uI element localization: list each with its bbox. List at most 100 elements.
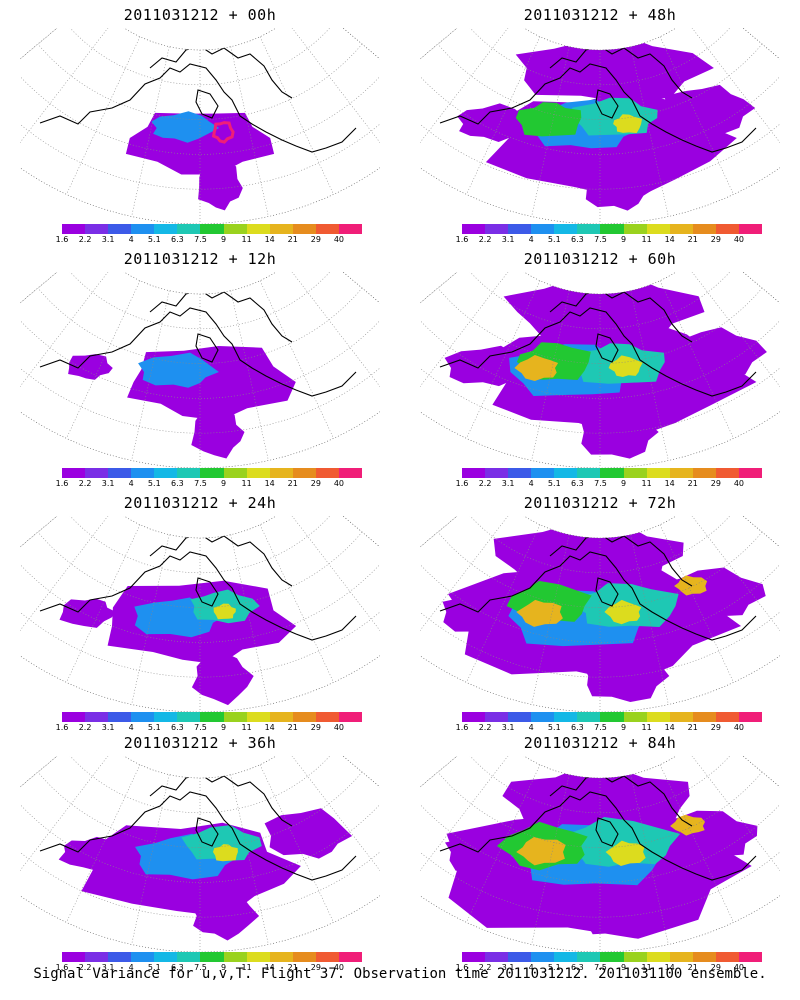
colorbar-segment: [485, 224, 509, 234]
colorbar-tick-label: 9: [220, 235, 227, 244]
meridian-line: [259, 524, 334, 683]
colorbar-segment: [62, 224, 86, 234]
colorbar: [62, 224, 363, 234]
parallel-line: [437, 287, 763, 364]
panel-title: 2011031212 + 36h: [123, 734, 277, 752]
colorbar-tick-label: 3.1: [501, 235, 515, 244]
colorbar-segment: [738, 952, 763, 962]
parallel-line: [464, 516, 736, 574]
meridian-line: [286, 28, 380, 159]
colorbar-tick-label: 3.1: [501, 723, 515, 732]
colorbar-segment: [646, 468, 670, 478]
colorbar-segment: [577, 224, 601, 234]
variance-region-low: [503, 274, 705, 339]
colorbar-segment: [462, 952, 486, 962]
meridian-line: [259, 280, 334, 439]
variance-map: [420, 516, 780, 712]
colorbar-tick-label: 5.1: [547, 235, 561, 244]
colorbar-segment: [692, 712, 716, 722]
colorbar-tick-label: 29: [310, 479, 321, 488]
colorbar-segment: [292, 712, 316, 722]
panel-title: 2011031212 + 12h: [123, 250, 277, 268]
meridian-line: [20, 272, 114, 403]
variance-map: [420, 272, 780, 468]
colorbar-tick-label: 3.1: [101, 723, 115, 732]
parallel-line: [420, 88, 780, 190]
colorbar-tick-label: 9: [220, 723, 227, 732]
variance-region-mid: [151, 111, 220, 143]
variance-map: [20, 272, 380, 468]
colorbar-tick-label: 1.6: [455, 479, 469, 488]
meridian-line: [659, 764, 734, 923]
variance-region-low: [580, 408, 659, 459]
colorbar-segment: [315, 468, 339, 478]
colorbar-segment: [131, 224, 155, 234]
figure-caption: Signal Variance for u,v,T. Flight 37. Ob…: [33, 966, 767, 982]
colorbar-tick-label: 14: [664, 479, 675, 488]
parallel-line: [464, 756, 736, 814]
coastline: [595, 577, 619, 607]
colorbar-segment: [246, 712, 270, 722]
colorbar-segment: [623, 224, 647, 234]
variance-region-low: [581, 160, 656, 211]
panel-title: 2011031212 + 60h: [523, 250, 677, 268]
parallel-line: [37, 43, 363, 120]
colorbar-segment: [131, 712, 155, 722]
parallel-line: [20, 816, 380, 918]
meridian-line: [466, 524, 541, 683]
colorbar-labels: 1.6 2.2 3.1 4 5.1 6.3 7.5 9 11 14 21 29 40: [56, 479, 362, 491]
colorbar: [62, 468, 363, 478]
map-panel-60h: 2011031212 + 60h 1.6 2.2 3.1 4 5.1 6.3 7.5 9 11 1…: [410, 246, 790, 488]
panel-title: 2011031212 + 48h: [523, 6, 677, 24]
variance-region-low: [575, 887, 669, 937]
coastline: [39, 307, 357, 397]
colorbar-tick-label: 2.2: [78, 479, 92, 488]
colorbar-segment: [692, 224, 716, 234]
meridian-line: [20, 272, 92, 356]
meridian-line: [66, 524, 141, 683]
colorbar-segment: [531, 224, 555, 234]
colorbar-tick-label: 4: [128, 479, 134, 488]
parallel-line: [420, 332, 780, 434]
parallel-line: [64, 756, 336, 814]
meridian-line: [20, 516, 92, 600]
map-field: [20, 516, 380, 712]
colorbar-tick-label: 40: [733, 963, 745, 972]
colorbar-segment: [269, 468, 293, 478]
colorbar-tick-label: 29: [710, 963, 721, 972]
colorbar-segment: [338, 468, 363, 478]
colorbar-segment: [646, 952, 670, 962]
colorbar-tick-label: 5.1: [147, 235, 161, 244]
colorbar-segment: [669, 468, 693, 478]
colorbar-tick-label: 9: [620, 235, 627, 244]
colorbar-tick-label: 7.5: [594, 479, 607, 488]
colorbar-segment: [508, 468, 532, 478]
parallel-line: [420, 576, 780, 678]
colorbar-segment: [315, 712, 339, 722]
coastline: [195, 577, 219, 607]
colorbar-segment: [738, 468, 763, 478]
variance-map: [20, 28, 380, 224]
colorbar-tick-label: 1.6: [55, 235, 69, 244]
colorbar-segment: [669, 224, 693, 234]
colorbar-tick-label: 21: [287, 235, 298, 244]
map-field: [420, 272, 780, 468]
colorbar-segment: [338, 712, 363, 722]
meridian-line: [259, 36, 334, 195]
coastline: [39, 551, 357, 641]
colorbar-tick-label: 40: [333, 235, 345, 244]
colorbar-tick-label: 2.2: [478, 963, 492, 972]
colorbar-segment: [531, 712, 555, 722]
colorbar-segment: [246, 952, 270, 962]
colorbar-labels: 1.6 2.2 3.1 4 5.1 6.3 7.5 9 11 14 21 29 40: [456, 235, 762, 247]
meridian-line: [20, 756, 92, 840]
colorbar: [62, 952, 363, 962]
colorbar-segment: [669, 712, 693, 722]
colorbar-segment: [154, 712, 178, 722]
colorbar-tick-label: 6.3: [571, 963, 584, 972]
colorbar-tick-label: 11: [641, 235, 652, 244]
colorbar-tick-label: 11: [641, 963, 652, 972]
parallel-line: [64, 28, 336, 86]
map-panel-48h: 2011031212 + 48h 1.6 2.2 3.1 4 5.1 6.3 7.5 9 11 1…: [410, 2, 790, 244]
map-field: [420, 28, 780, 224]
